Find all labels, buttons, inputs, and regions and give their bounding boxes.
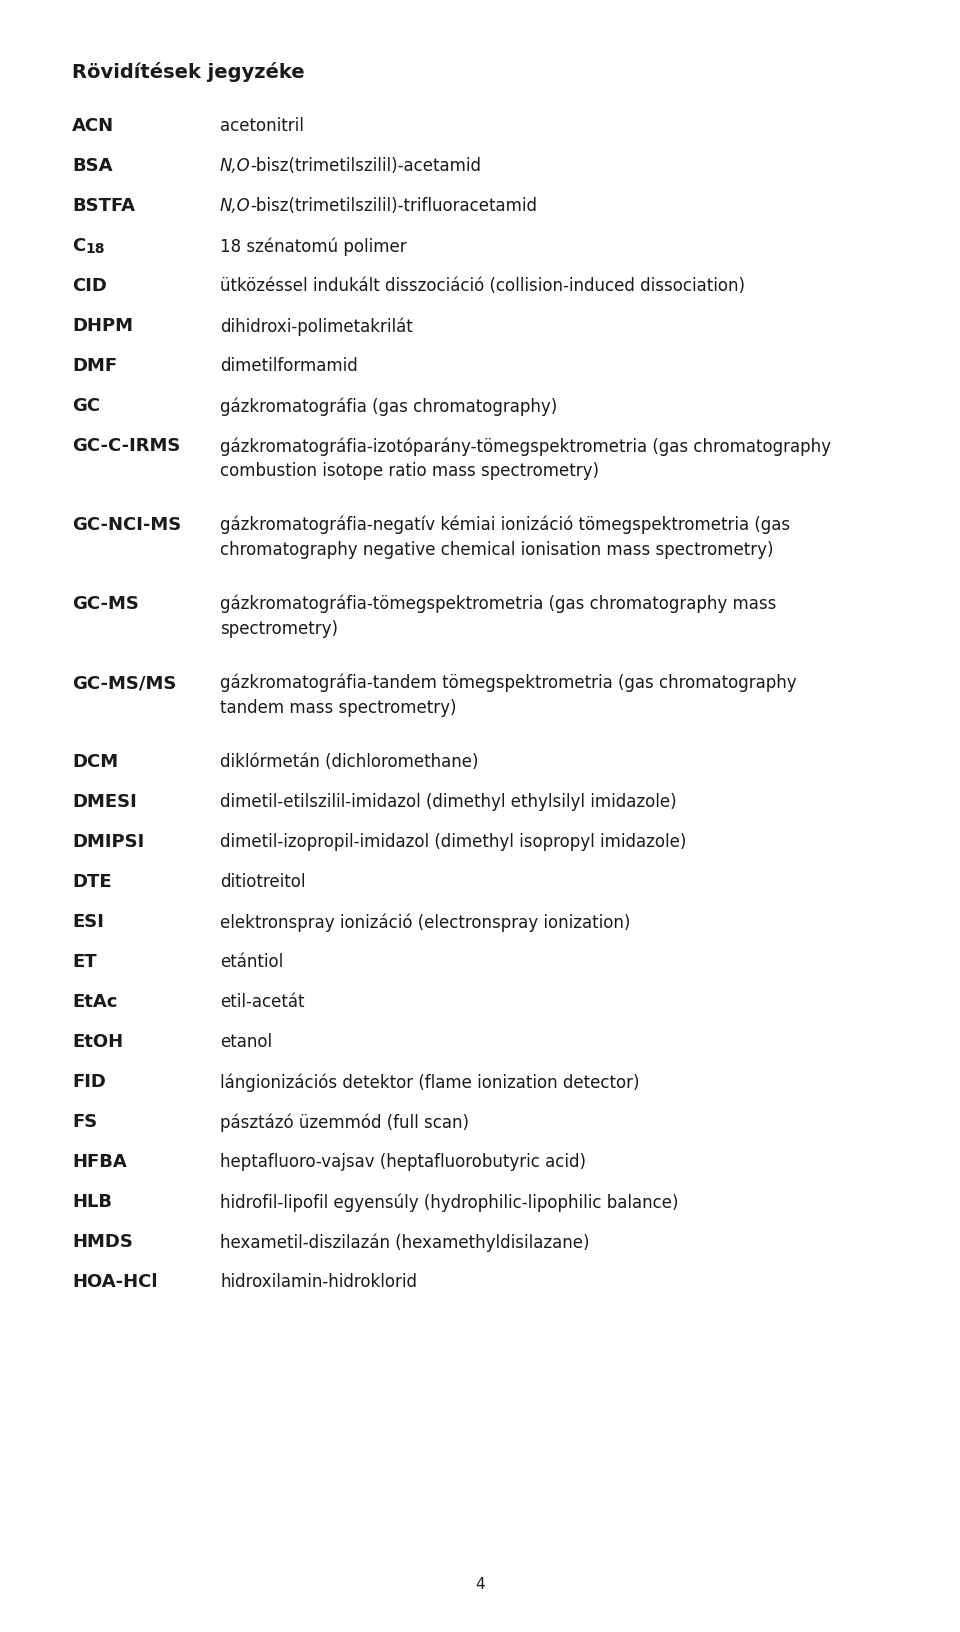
Text: tandem mass spectrometry): tandem mass spectrometry) <box>220 698 457 716</box>
Text: N,O: N,O <box>220 157 251 175</box>
Text: CID: CID <box>72 277 107 295</box>
Text: ütközéssel indukált disszociáció (collision-induced dissociation): ütközéssel indukált disszociáció (collis… <box>220 277 745 295</box>
Text: BSA: BSA <box>72 157 112 175</box>
Text: DMF: DMF <box>72 357 117 375</box>
Text: GC-MS/MS: GC-MS/MS <box>72 674 177 692</box>
Text: N,O: N,O <box>220 197 251 215</box>
Text: GC: GC <box>72 397 100 415</box>
Text: ACN: ACN <box>72 118 114 135</box>
Text: HMDS: HMDS <box>72 1234 132 1252</box>
Text: dimetil-etilszilil-imidazol (dimethyl ethylsilyl imidazole): dimetil-etilszilil-imidazol (dimethyl et… <box>220 793 677 811</box>
Text: ditiotreitol: ditiotreitol <box>220 873 305 891</box>
Text: gázkromatográfia-tandem tömegspektrometria (gas chromatography: gázkromatográfia-tandem tömegspektrometr… <box>220 674 797 692</box>
Text: lángionizációs detektor (flame ionization detector): lángionizációs detektor (flame ionizatio… <box>220 1072 639 1092</box>
Text: spectrometry): spectrometry) <box>220 620 338 638</box>
Text: hidrofil-lipofil egyensúly (hydrophilic-lipophilic balance): hidrofil-lipofil egyensúly (hydrophilic-… <box>220 1193 679 1211</box>
Text: GC-NCI-MS: GC-NCI-MS <box>72 516 181 534</box>
Text: HLB: HLB <box>72 1193 112 1211</box>
Text: chromatography negative chemical ionisation mass spectrometry): chromatography negative chemical ionisat… <box>220 540 774 560</box>
Text: gázkromatográfia-negatív kémiai ionizáció tömegspektrometria (gas: gázkromatográfia-negatív kémiai ionizáci… <box>220 516 790 535</box>
Text: DTE: DTE <box>72 873 111 891</box>
Text: ET: ET <box>72 953 97 971</box>
Text: diklórmetán (dichloromethane): diklórmetán (dichloromethane) <box>220 752 478 770</box>
Text: dimetilformamid: dimetilformamid <box>220 357 358 375</box>
Text: EtOH: EtOH <box>72 1033 123 1051</box>
Text: etántiol: etántiol <box>220 953 283 971</box>
Text: gázkromatográfia (gas chromatography): gázkromatográfia (gas chromatography) <box>220 397 557 416</box>
Text: FID: FID <box>72 1072 106 1092</box>
Text: DMESI: DMESI <box>72 793 136 811</box>
Text: gázkromatográfia-izotóparány-tömegspektrometria (gas chromatography: gázkromatográfia-izotóparány-tömegspektr… <box>220 437 831 455</box>
Text: C: C <box>72 237 85 255</box>
Text: heptafluoro-vajsav (heptafluorobutyric acid): heptafluoro-vajsav (heptafluorobutyric a… <box>220 1152 586 1172</box>
Text: -bisz(trimetilszilil)-trifluoracetamid: -bisz(trimetilszilil)-trifluoracetamid <box>250 197 537 215</box>
Text: etil-acetát: etil-acetát <box>220 992 304 1010</box>
Text: ESI: ESI <box>72 912 104 930</box>
Text: HFBA: HFBA <box>72 1152 127 1172</box>
Text: combustion isotope ratio mass spectrometry): combustion isotope ratio mass spectromet… <box>220 462 599 480</box>
Text: FS: FS <box>72 1113 97 1131</box>
Text: HOA-HCl: HOA-HCl <box>72 1273 157 1291</box>
Text: dimetil-izopropil-imidazol (dimethyl isopropyl imidazole): dimetil-izopropil-imidazol (dimethyl iso… <box>220 832 686 850</box>
Text: pásztázó üzemmód (full scan): pásztázó üzemmód (full scan) <box>220 1113 469 1131</box>
Text: hidroxilamin-hidroklorid: hidroxilamin-hidroklorid <box>220 1273 417 1291</box>
Text: GC-MS: GC-MS <box>72 596 139 614</box>
Text: hexametil-diszilazán (hexamethyldisilazane): hexametil-diszilazán (hexamethyldisilaza… <box>220 1234 589 1252</box>
Text: 4: 4 <box>475 1577 485 1591</box>
Text: Rövidítések jegyzéke: Rövidítések jegyzéke <box>72 62 304 82</box>
Text: dihidroxi-polimetakrilát: dihidroxi-polimetakrilát <box>220 317 413 336</box>
Text: -bisz(trimetilszilil)-acetamid: -bisz(trimetilszilil)-acetamid <box>250 157 481 175</box>
Text: elektronspray ionizáció (electronspray ionization): elektronspray ionizáció (electronspray i… <box>220 912 631 932</box>
Text: DMIPSI: DMIPSI <box>72 832 144 850</box>
Text: BSTFA: BSTFA <box>72 197 135 215</box>
Text: DHPM: DHPM <box>72 317 133 335</box>
Text: gázkromatográfia-tömegspektrometria (gas chromatography mass: gázkromatográfia-tömegspektrometria (gas… <box>220 596 777 614</box>
Text: EtAc: EtAc <box>72 992 117 1010</box>
Text: etanol: etanol <box>220 1033 272 1051</box>
Text: 18: 18 <box>85 242 105 256</box>
Text: GC-C-IRMS: GC-C-IRMS <box>72 437 180 455</box>
Text: acetonitril: acetonitril <box>220 118 304 135</box>
Text: DCM: DCM <box>72 752 118 770</box>
Text: 18 szénatomú polimer: 18 szénatomú polimer <box>220 237 407 256</box>
